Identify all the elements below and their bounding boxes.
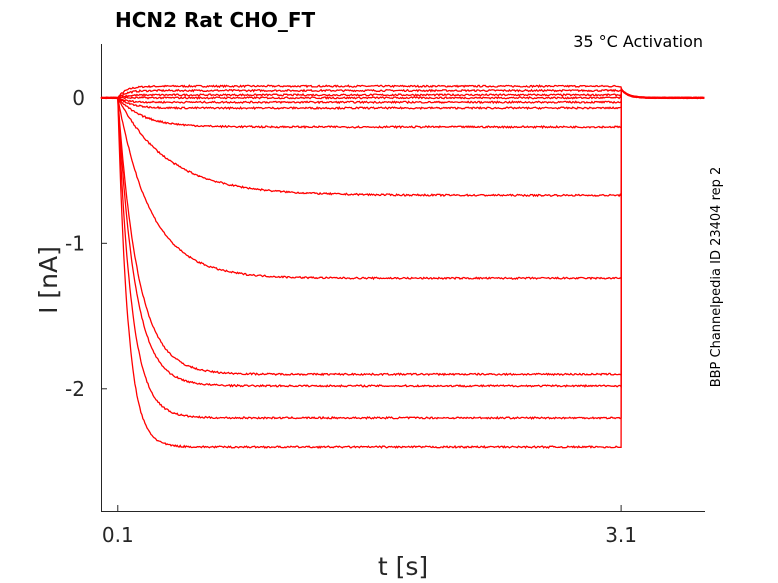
current-trace bbox=[100, 87, 705, 389]
y-axis-label: I [nA] bbox=[34, 246, 63, 314]
channelpedia-id-label: BBP Channelpedia ID 23404 rep 2 bbox=[709, 167, 724, 388]
axes bbox=[101, 44, 705, 512]
temperature-protocol-label: 35 °C Activation bbox=[573, 32, 703, 51]
current-trace bbox=[101, 88, 705, 100]
x-tick-label: 0.1 bbox=[102, 523, 134, 547]
y-tick-label: -2 bbox=[65, 377, 85, 401]
current-trace bbox=[100, 86, 705, 100]
ticks: 0.1 3.1 0 -1 -2 bbox=[65, 86, 637, 547]
current-trace bbox=[100, 87, 705, 105]
chart-title: HCN2 Rat CHO_FT bbox=[115, 8, 316, 32]
current-trace bbox=[100, 88, 705, 450]
current-trace bbox=[100, 87, 705, 281]
y-tick-label: 0 bbox=[72, 86, 85, 110]
x-tick-label: 3.1 bbox=[605, 523, 637, 547]
current-trace bbox=[100, 86, 705, 100]
current-trace bbox=[100, 84, 705, 100]
current-trace bbox=[100, 88, 705, 199]
x-axis-label: t [s] bbox=[378, 552, 428, 581]
current-trace bbox=[100, 87, 705, 130]
current-trace bbox=[100, 88, 705, 111]
current-traces bbox=[100, 84, 705, 450]
y-tick-label: -1 bbox=[65, 231, 85, 255]
current-trace bbox=[100, 87, 705, 420]
current-trace bbox=[100, 86, 705, 377]
